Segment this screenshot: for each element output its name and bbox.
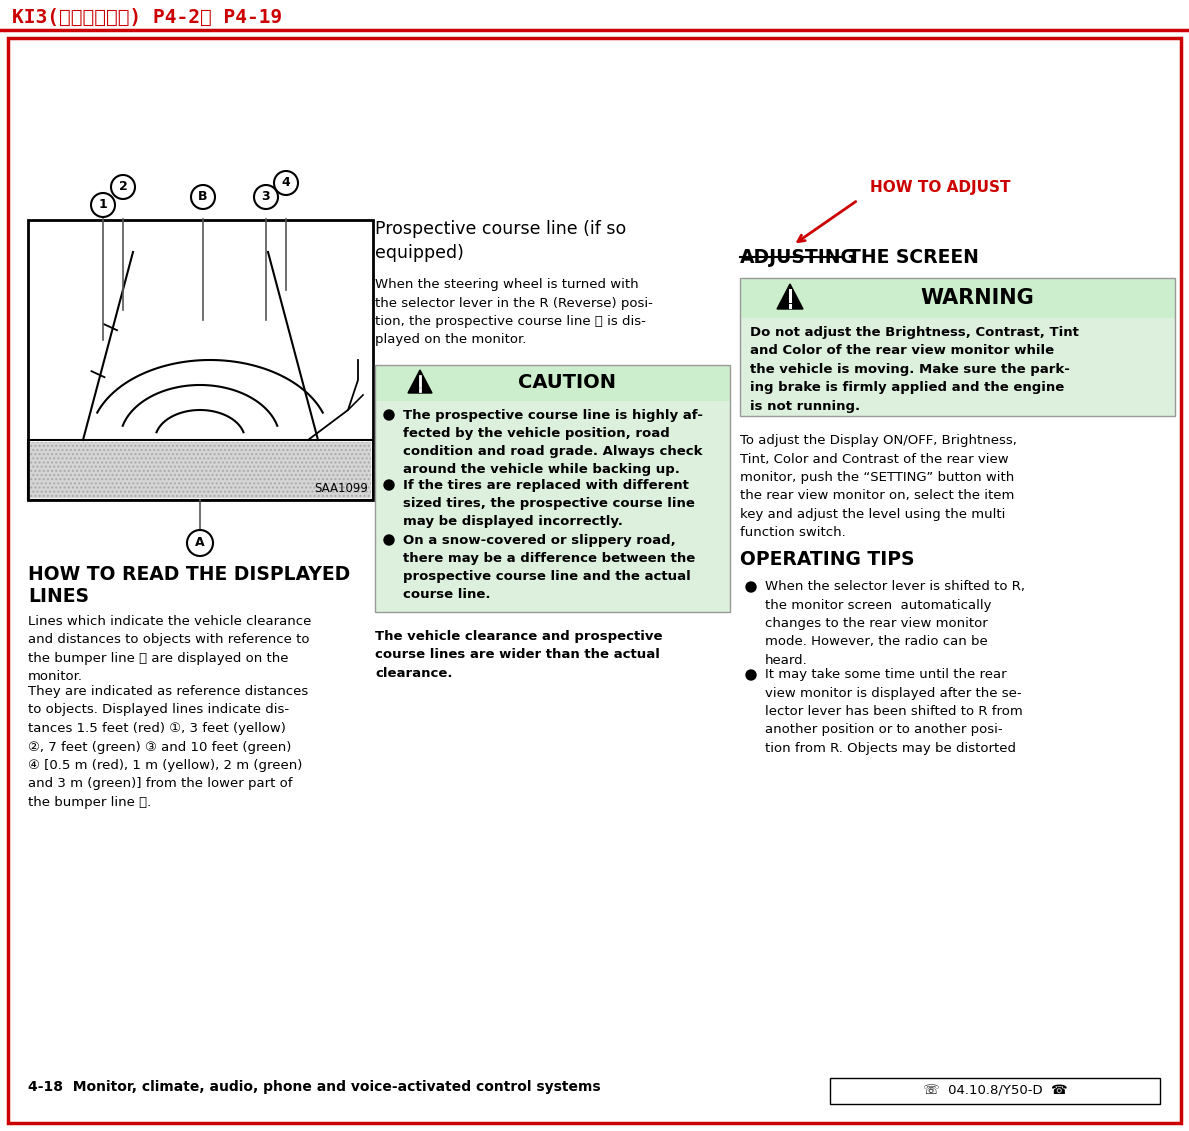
Text: 1: 1 <box>99 199 107 211</box>
Circle shape <box>187 530 213 556</box>
Text: CAUTION: CAUTION <box>518 373 616 392</box>
Text: KI3(ディスプレイ) P4-2～ P4-19: KI3(ディスプレイ) P4-2～ P4-19 <box>12 8 282 27</box>
Text: THE SCREEN: THE SCREEN <box>848 248 979 267</box>
Circle shape <box>384 480 394 490</box>
Text: Do not adjust the Brightness, Contrast, Tint
and Color of the rear view monitor : Do not adjust the Brightness, Contrast, … <box>750 326 1078 413</box>
Text: 2: 2 <box>119 181 127 193</box>
Text: They are indicated as reference distances
to objects. Displayed lines indicate d: They are indicated as reference distance… <box>29 685 308 809</box>
Bar <box>375 402 730 612</box>
Bar <box>740 278 1175 318</box>
Text: HOW TO ADJUST: HOW TO ADJUST <box>870 180 1011 195</box>
Text: If the tires are replaced with different
sized tires, the prospective course lin: If the tires are replaced with different… <box>403 480 694 528</box>
Bar <box>29 221 373 500</box>
Circle shape <box>746 582 756 592</box>
Text: When the steering wheel is turned with
the selector lever in the R (Reverse) pos: When the steering wheel is turned with t… <box>375 278 653 346</box>
Text: 4-18  Monitor, climate, audio, phone and voice-activated control systems: 4-18 Monitor, climate, audio, phone and … <box>29 1080 600 1094</box>
Text: On a snow-covered or slippery road,
there may be a difference between the
prospe: On a snow-covered or slippery road, ther… <box>403 534 696 601</box>
Text: It may take some time until the rear
view monitor is displayed after the se-
lec: It may take some time until the rear vie… <box>765 668 1023 756</box>
Circle shape <box>254 185 278 209</box>
Text: ☏  04.10.8/Y50-D  ☎: ☏ 04.10.8/Y50-D ☎ <box>923 1085 1068 1097</box>
Circle shape <box>111 175 136 199</box>
Circle shape <box>92 193 115 217</box>
Circle shape <box>746 670 756 680</box>
Bar <box>740 318 1175 416</box>
Circle shape <box>384 535 394 545</box>
Bar <box>740 278 1175 416</box>
Polygon shape <box>776 284 803 309</box>
Text: SAA1099: SAA1099 <box>314 482 369 495</box>
Text: B: B <box>199 190 208 204</box>
Text: Lines which indicate the vehicle clearance
and distances to objects with referen: Lines which indicate the vehicle clearan… <box>29 615 312 683</box>
Bar <box>29 440 373 500</box>
Text: 4: 4 <box>282 176 290 190</box>
Bar <box>375 365 730 612</box>
Text: Prospective course line (if so: Prospective course line (if so <box>375 221 627 238</box>
Text: To adjust the Display ON/OFF, Brightness,
Tint, Color and Contrast of the rear v: To adjust the Display ON/OFF, Brightness… <box>740 434 1017 539</box>
Circle shape <box>273 171 298 195</box>
Text: LINES: LINES <box>29 587 89 606</box>
Text: ADJUSTING: ADJUSTING <box>740 248 857 267</box>
Circle shape <box>384 411 394 420</box>
Text: 3: 3 <box>262 190 270 204</box>
Text: OPERATING TIPS: OPERATING TIPS <box>740 550 914 569</box>
Polygon shape <box>408 370 432 392</box>
Bar <box>830 1078 1160 1104</box>
Bar <box>375 365 730 402</box>
Text: The prospective course line is highly af-
fected by the vehicle position, road
c: The prospective course line is highly af… <box>403 409 703 476</box>
Text: When the selector lever is shifted to R,
the monitor screen  automatically
chang: When the selector lever is shifted to R,… <box>765 580 1025 667</box>
Circle shape <box>191 185 215 209</box>
Text: equipped): equipped) <box>375 244 464 262</box>
Text: WARNING: WARNING <box>920 288 1034 308</box>
Text: A: A <box>195 536 205 550</box>
Text: HOW TO READ THE DISPLAYED: HOW TO READ THE DISPLAYED <box>29 566 351 584</box>
Text: The vehicle clearance and prospective
course lines are wider than the actual
cle: The vehicle clearance and prospective co… <box>375 630 662 680</box>
Bar <box>30 442 371 498</box>
